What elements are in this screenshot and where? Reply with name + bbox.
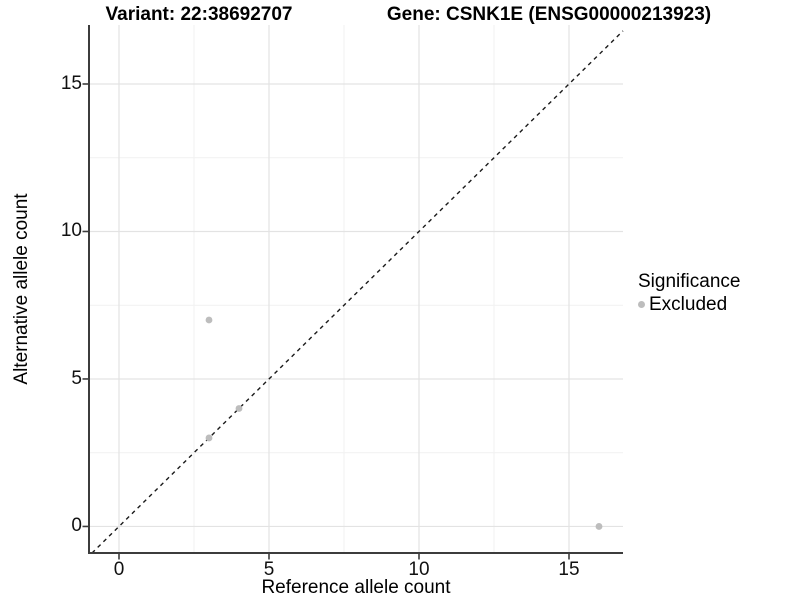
legend-item-excluded: Excluded: [638, 293, 740, 316]
legend-point-icon: [638, 301, 645, 308]
data-point: [595, 523, 603, 530]
data-point: [205, 434, 213, 442]
identity-line: [91, 30, 624, 554]
data-point: [205, 316, 213, 324]
y-tick-label: 0: [71, 515, 82, 537]
legend-item-label: Excluded: [649, 294, 728, 315]
x-tick-label: 0: [113, 559, 125, 580]
x-tick-label: 10: [408, 559, 430, 580]
variant-title: Variant: 22:38692707: [105, 4, 293, 25]
legend-title: Significance: [638, 271, 741, 292]
y-tick-label: 15: [60, 72, 82, 94]
x-axis-title: Reference allele count: [261, 577, 451, 598]
x-tick-label: 5: [263, 559, 275, 580]
y-axis-title: Alternative allele count: [11, 193, 32, 385]
y-tick-label: 10: [60, 220, 82, 242]
gene-title: Gene: CSNK1E (ENSG00000213923): [386, 4, 712, 25]
data-point: [235, 405, 243, 412]
legend: Significance Excluded: [638, 270, 740, 316]
y-tick-label: 5: [71, 367, 82, 389]
x-tick-label: 15: [558, 559, 580, 580]
